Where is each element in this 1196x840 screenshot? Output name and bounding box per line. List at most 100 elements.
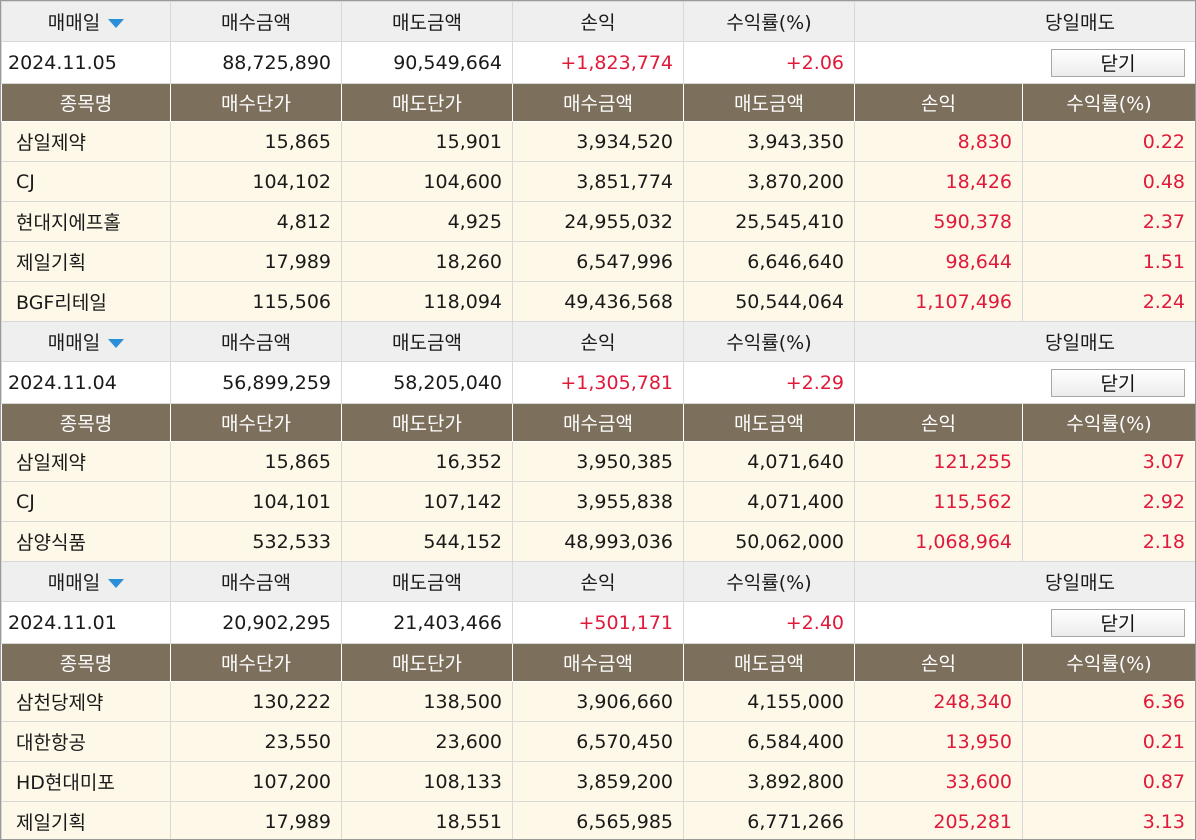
rate-header: 수익률(%) xyxy=(1021,643,1195,682)
stock-sell-price: 544,152 xyxy=(341,521,513,562)
table-row[interactable]: 대한항공 23,550 23,600 6,570,450 6,584,400 13,950… xyxy=(1,721,1195,762)
buy-amount-header: 매수금액 xyxy=(170,321,342,362)
sell-amount-header: 매도금액 xyxy=(341,561,513,602)
table-row[interactable]: 제일기획 17,989 18,260 6,547,996 6,646,640 98,644… xyxy=(1,241,1195,282)
stock-buy-price: 15,865 xyxy=(170,441,342,482)
sell-price-header: 매도단가 xyxy=(341,83,513,122)
stock-profit: 115,562 xyxy=(854,481,1023,522)
trade-date: 2024.11.04 xyxy=(1,361,171,404)
stock-name: 현대지에프홀 xyxy=(1,201,171,242)
chevron-down-icon[interactable] xyxy=(108,19,125,28)
table-row[interactable]: CJ 104,101 107,142 3,955,838 4,071,400 115,56… xyxy=(1,481,1195,522)
trade-date-header-label: 매매일 xyxy=(47,332,101,354)
trade-date-header[interactable]: 매매일 xyxy=(1,1,171,42)
detail-header-row: 종목명 매수단가 매도단가 매수금액 매도금액 손익 수익률(%) xyxy=(1,83,1195,122)
stock-name-header: 종목명 xyxy=(1,403,171,442)
summary-sell-amount: 90,549,664 xyxy=(341,41,513,84)
stock-buy-amount: 49,436,568 xyxy=(512,281,684,322)
stock-sell-price: 18,551 xyxy=(341,801,513,839)
stock-buy-price: 17,989 xyxy=(170,801,342,839)
trade-date-header[interactable]: 매매일 xyxy=(1,321,171,362)
summary-profit: +1,823,774 xyxy=(512,41,684,84)
summary-row: 2024.11.05 88,725,890 90,549,664 +1,823,774… xyxy=(1,41,1195,84)
stock-sell-price: 138,500 xyxy=(341,681,513,722)
sell-amount-header: 매도금액 xyxy=(341,321,513,362)
sell-price-header: 매도단가 xyxy=(341,643,513,682)
table-row[interactable]: 제일기획 17,989 18,551 6,565,985 6,771,266 205,28… xyxy=(1,801,1195,839)
rate-header: 수익률(%) xyxy=(1021,403,1195,442)
summary-header-row: 매매일 매수금액 매도금액 손익 수익률(%) 당일매도 xyxy=(1,1,1195,42)
stock-name-header: 종목명 xyxy=(1,643,171,682)
stock-buy-price: 23,550 xyxy=(170,721,342,762)
close-button[interactable]: 닫기 xyxy=(1051,368,1186,397)
table-row[interactable]: 삼일제약 15,865 16,352 3,950,385 4,071,640 121,25… xyxy=(1,441,1195,482)
chevron-down-icon[interactable] xyxy=(108,579,125,588)
stock-buy-amount: 6,570,450 xyxy=(512,721,684,762)
stock-profit: 8,830 xyxy=(854,121,1023,162)
table-row[interactable]: BGF리테일 115,506 118,094 49,436,568 50,544,064… xyxy=(1,281,1195,322)
stock-rate: 3.07 xyxy=(1021,441,1195,482)
trade-date-header[interactable]: 매매일 xyxy=(1,561,171,602)
same-day-sell-cell: 닫기 xyxy=(853,41,1195,84)
stock-buy-price: 532,533 xyxy=(170,521,342,562)
stock-rate: 1.51 xyxy=(1021,241,1195,282)
stock-name: HD현대미포 xyxy=(1,761,171,802)
stock-sell-amount: 3,943,350 xyxy=(683,121,855,162)
summary-buy-amount: 88,725,890 xyxy=(170,41,342,84)
stock-buy-amount: 3,955,838 xyxy=(512,481,684,522)
profit-header: 손익 xyxy=(512,321,684,362)
stock-profit: 1,107,496 xyxy=(854,281,1023,322)
summary-header-row: 매매일 매수금액 매도금액 손익 수익률(%) 당일매도 xyxy=(1,561,1195,602)
stock-sell-price: 108,133 xyxy=(341,761,513,802)
stock-buy-price: 104,101 xyxy=(170,481,342,522)
table-row[interactable]: 삼천당제약 130,222 138,500 3,906,660 4,155,000 248… xyxy=(1,681,1195,722)
close-button[interactable]: 닫기 xyxy=(1051,608,1186,637)
sell-price-header: 매도단가 xyxy=(341,403,513,442)
summary-row: 2024.11.01 20,902,295 21,403,466 +501,171 +2… xyxy=(1,601,1195,644)
stock-buy-price: 4,812 xyxy=(170,201,342,242)
table-row[interactable]: 현대지에프홀 4,812 4,925 24,955,032 25,545,410 590,… xyxy=(1,201,1195,242)
same-day-sell-header: 당일매도 xyxy=(853,1,1195,42)
stock-buy-price: 15,865 xyxy=(170,121,342,162)
profit-header: 손익 xyxy=(854,403,1023,442)
buy-amount-header: 매수금액 xyxy=(512,403,684,442)
stock-buy-amount: 48,993,036 xyxy=(512,521,684,562)
table-row[interactable]: 삼양식품 532,533 544,152 48,993,036 50,062,000 1,… xyxy=(1,521,1195,562)
stock-sell-price: 4,925 xyxy=(341,201,513,242)
sell-amount-header: 매도금액 xyxy=(683,643,855,682)
stock-rate: 0.87 xyxy=(1021,761,1195,802)
summary-profit: +501,171 xyxy=(512,601,684,644)
summary-buy-amount: 20,902,295 xyxy=(170,601,342,644)
stock-name: 삼일제약 xyxy=(1,441,171,482)
stock-sell-price: 18,260 xyxy=(341,241,513,282)
detail-header-row: 종목명 매수단가 매도단가 매수금액 매도금액 손익 수익률(%) xyxy=(1,643,1195,682)
stock-profit: 248,340 xyxy=(854,681,1023,722)
profit-header: 손익 xyxy=(512,1,684,42)
detail-header-row: 종목명 매수단가 매도단가 매수금액 매도금액 손익 수익률(%) xyxy=(1,403,1195,442)
stock-name: CJ xyxy=(1,161,171,202)
stock-sell-amount: 25,545,410 xyxy=(683,201,855,242)
summary-rate: +2.06 xyxy=(683,41,855,84)
same-day-sell-cell: 닫기 xyxy=(853,601,1195,644)
sell-amount-header: 매도금액 xyxy=(683,83,855,122)
rate-header: 수익률(%) xyxy=(1021,83,1195,122)
buy-price-header: 매수단가 xyxy=(170,643,342,682)
chevron-down-icon[interactable] xyxy=(108,339,125,348)
stock-sell-amount: 6,771,266 xyxy=(683,801,855,839)
buy-amount-header: 매수금액 xyxy=(512,643,684,682)
stock-sell-amount: 50,062,000 xyxy=(683,521,855,562)
stock-buy-price: 115,506 xyxy=(170,281,342,322)
stock-sell-amount: 4,155,000 xyxy=(683,681,855,722)
table-row[interactable]: CJ 104,102 104,600 3,851,774 3,870,200 18,426… xyxy=(1,161,1195,202)
stock-buy-price: 107,200 xyxy=(170,761,342,802)
profit-header: 손익 xyxy=(512,561,684,602)
table-row[interactable]: HD현대미포 107,200 108,133 3,859,200 3,892,800 33… xyxy=(1,761,1195,802)
table-row[interactable]: 삼일제약 15,865 15,901 3,934,520 3,943,350 8,830 0… xyxy=(1,121,1195,162)
stock-name: 대한항공 xyxy=(1,721,171,762)
stock-sell-amount: 4,071,400 xyxy=(683,481,855,522)
close-button[interactable]: 닫기 xyxy=(1051,48,1186,77)
stock-name: CJ xyxy=(1,481,171,522)
stock-rate: 2.18 xyxy=(1021,521,1195,562)
rate-header: 수익률(%) xyxy=(683,321,855,362)
